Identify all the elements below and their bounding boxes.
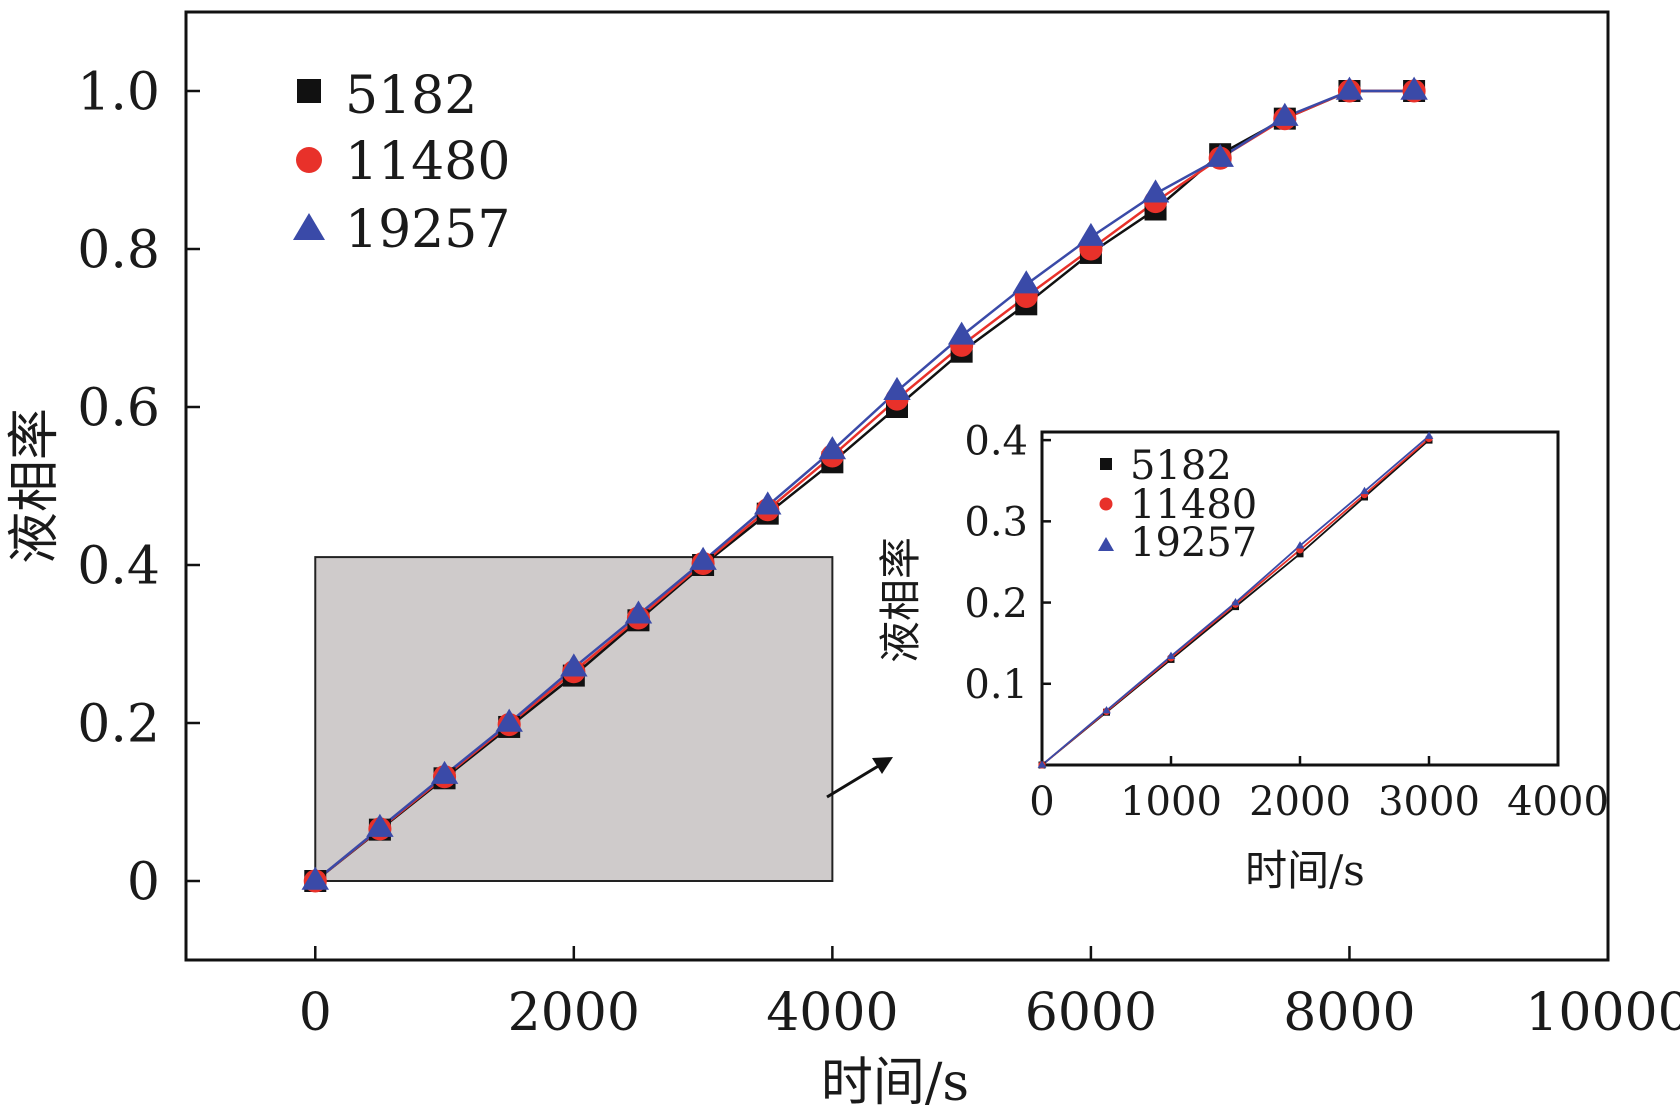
inset-legend-label-11480: 11480 [1130,482,1257,528]
main-series [301,76,1428,893]
y-tick-label: 0.2 [77,695,160,755]
legend-marker-circle [296,147,322,173]
legend-marker-square [297,79,321,103]
y-tick-label: 0.2 [964,581,1028,627]
data-point-19257 [430,760,459,784]
data-point-19257 [689,546,717,570]
x-tick-label: 4000 [766,983,898,1043]
x-tick-label: 2000 [1249,779,1351,825]
inset-legend: 5182 11480 19257 [1098,443,1257,566]
main-legend: 5182 11480 19257 [293,66,510,260]
x-tick-label: 6000 [1025,983,1157,1043]
y-tick-label: 0.8 [77,221,160,281]
x-tick-label: 2000 [508,983,640,1043]
inset-x-axis-title: 时间/s [1245,846,1365,895]
inset-series [1037,431,1434,769]
inset-plot-background [1042,432,1558,765]
main-plot-frame [184,10,1610,962]
data-point-19257 [624,600,653,624]
zoom-region-box [314,556,834,882]
y-tick-label: 0.4 [964,419,1028,465]
y-tick-label: 0.6 [77,379,160,439]
x-tick-label: 1000 [1120,779,1222,825]
data-point-19257 [1271,102,1299,126]
data-point-19257 [1231,598,1240,606]
main-y-axis-title: 液相率 [5,408,65,564]
data-point-19257 [1335,76,1364,100]
inset-axes: 0 1000 2000 3000 4000 0.1 0.2 0.3 0.4 [964,419,1609,825]
x-tick-label: 4000 [1507,779,1609,825]
data-point-19257 [1424,431,1434,439]
data-point-19257 [1102,706,1111,714]
x-tick-label: 3000 [1378,779,1480,825]
y-tick-label: 0 [127,853,160,913]
zoom-region [314,556,834,882]
inset-legend-marker-triangle [1098,537,1114,551]
data-point-19257 [495,708,523,732]
data-point-19257 [1360,486,1369,495]
x-tick-label: 0 [1029,779,1054,825]
data-point-19257 [818,436,847,460]
y-tick-label: 0.1 [964,662,1028,708]
main-x-axis-title: 时间/s [821,1053,969,1108]
legend-label-19257: 19257 [345,200,510,260]
y-tick-label: 0.4 [77,537,160,597]
legend-label-5182: 5182 [345,66,477,126]
y-tick-label: 1.0 [77,63,160,123]
data-point-5182 [1296,550,1304,558]
data-point-19257 [1400,76,1428,100]
data-point-19257 [1206,143,1234,167]
y-tick-label: 0.3 [964,500,1028,546]
inset-legend-label-5182: 5182 [1130,443,1232,489]
x-tick-label: 0 [299,983,332,1043]
data-point-19257 [560,653,588,677]
data-point-19257 [1295,541,1305,549]
data-point-19257 [366,813,394,837]
zoom-arrow [826,757,893,799]
data-point-19257 [301,866,330,890]
data-point-19257 [1037,760,1047,768]
data-point-19257 [1141,179,1170,203]
data-point-19257 [1012,270,1041,294]
data-point-19257 [947,321,976,345]
inset-y-axis-title: 液相率 [876,537,925,663]
inset-legend-marker-circle [1099,497,1113,511]
data-point-19257 [883,376,911,400]
data-point-19257 [753,491,782,515]
data-point-19257 [1077,222,1105,246]
legend-label-11480: 11480 [345,132,510,192]
x-tick-label: 8000 [1283,983,1415,1043]
inset-legend-marker-square [1100,458,1112,470]
data-point-19257 [1166,651,1176,659]
x-tick-label: 10000 [1525,983,1680,1043]
legend-marker-triangle [293,213,325,240]
inset-legend-label-19257: 19257 [1130,520,1257,566]
